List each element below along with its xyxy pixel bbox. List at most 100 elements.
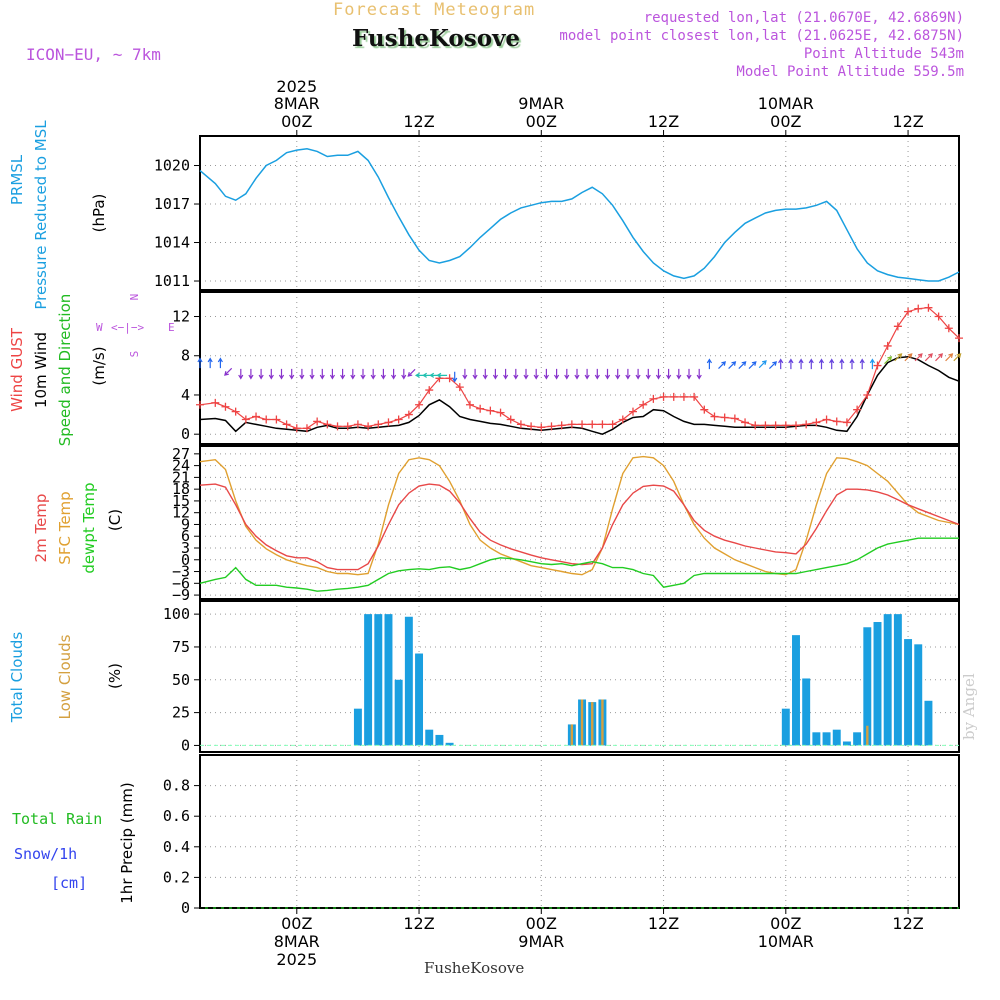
- temp-ytick-label: −6: [172, 574, 190, 592]
- wind-direction-arrow: [666, 368, 672, 380]
- wind-direction-arrow: [594, 368, 600, 380]
- gust-marker: [557, 421, 566, 430]
- wind-direction-arrow: [309, 368, 315, 380]
- wind-direction-arrow: [935, 353, 944, 362]
- precip-ytick-label: 0: [181, 899, 190, 917]
- gust-marker: [196, 400, 204, 409]
- pressure-ytick-label: 1020: [154, 157, 190, 175]
- wind-direction-arrow: [808, 358, 814, 370]
- total-cloud-bar: [415, 653, 424, 746]
- clouds-frame: [199, 600, 960, 753]
- total-cloud-bar: [883, 614, 892, 746]
- wind-direction-arrow: [839, 358, 845, 370]
- wind-label-speed-direction: Speed and Direction: [56, 294, 74, 447]
- total-cloud-bar: [863, 627, 872, 746]
- top-tick-label: 12Z: [648, 112, 679, 131]
- wind-direction-arrow: [788, 358, 794, 370]
- model-point-coords: model point closest lon,lat (21.0625E, 4…: [559, 28, 964, 44]
- wind-direction-arrow: [472, 368, 478, 380]
- clouds-ytick-label: 50: [172, 671, 190, 689]
- wind-direction-arrow: [268, 368, 274, 380]
- gust-marker: [832, 417, 841, 426]
- wind-ytick-label: 4: [181, 386, 190, 404]
- wind-direction-arrow: [390, 368, 397, 380]
- wind-direction-arrow: [543, 368, 550, 380]
- total-cloud-bar: [364, 614, 373, 746]
- wind-direction-arrow: [258, 368, 264, 380]
- gust-marker: [496, 408, 505, 417]
- wind-label-10m: 10m Wind: [32, 332, 50, 408]
- wind-direction-arrow: [604, 368, 611, 380]
- total-cloud-bar: [792, 635, 800, 746]
- temp-ytick-label: 24: [172, 457, 190, 475]
- total-cloud-bar: [353, 708, 362, 746]
- gust-marker: [313, 417, 322, 426]
- total-cloud-bar: [802, 678, 811, 746]
- gust-marker: [659, 392, 668, 401]
- gust-marker: [211, 398, 220, 407]
- wind-direction-arrow: [350, 368, 356, 380]
- pressure-label-prmsl: PRMSL: [8, 154, 26, 205]
- gust-marker: [221, 402, 230, 411]
- gust-marker: [476, 404, 485, 413]
- gust-marker: [537, 423, 546, 432]
- wind-direction-arrow: [574, 368, 580, 380]
- bottom-tick-label: 2025: [276, 950, 317, 969]
- wind-direction-arrow: [953, 353, 962, 362]
- bottom-tick-label: 8MAR: [274, 932, 320, 951]
- gust-marker: [812, 418, 821, 427]
- pressure-ytick-label: 1017: [154, 195, 190, 213]
- low-cloud-bar: [570, 724, 574, 746]
- gust-marker: [567, 420, 576, 429]
- precip-panel: 0 0.2 0.4 0.6 0.8: [163, 754, 960, 917]
- wind-gust-series: [199, 307, 960, 429]
- gust-marker: [374, 420, 383, 429]
- pressure-unit: (hPa): [90, 194, 108, 233]
- wind-panel: 0 4 8 12: [172, 291, 963, 445]
- temp-label-2m: 2m Temp: [32, 494, 50, 563]
- point-altitude: Point Altitude 543m: [803, 46, 964, 62]
- wind-direction-arrow: [884, 356, 893, 365]
- wind-label-gust: Wind GUST: [8, 327, 26, 412]
- gust-marker: [679, 392, 688, 401]
- gust-marker: [690, 392, 699, 401]
- gust-marker: [486, 406, 495, 415]
- gust-marker: [781, 421, 790, 430]
- wind-direction-arrow: [329, 368, 336, 380]
- total-cloud-bar: [893, 614, 902, 746]
- top-tick-label: 00Z: [770, 112, 801, 131]
- wind-direction-arrow: [849, 358, 855, 370]
- wind-direction-arrow: [615, 368, 621, 380]
- model-point-altitude: Model Point Altitude 559.5m: [736, 64, 964, 80]
- gust-marker: [578, 420, 587, 429]
- clouds-unit: (%): [106, 663, 124, 689]
- gust-marker: [262, 415, 271, 424]
- total-cloud-bar: [425, 729, 434, 746]
- temp-ytick-label: 9: [181, 515, 190, 533]
- total-cloud-bar: [812, 732, 821, 746]
- gust-marker: [588, 420, 597, 429]
- wind-direction-arrow: [452, 371, 458, 383]
- gust-marker: [516, 420, 525, 429]
- top-title: Forecast Meteogram: [333, 0, 536, 20]
- gust-marker: [527, 422, 536, 431]
- wind-direction-arrow: [718, 361, 727, 370]
- wind-direction-arrow: [914, 353, 923, 362]
- gust-marker: [924, 303, 933, 312]
- wind-direction-arrow: [299, 368, 305, 380]
- gust-marker: [863, 390, 872, 399]
- wind-direction-arrow: [319, 368, 325, 380]
- wind-direction-arrow: [380, 368, 386, 380]
- gust-marker: [873, 361, 882, 370]
- clouds-ytick-label: 25: [172, 704, 190, 722]
- top-tick-label: 9MAR: [518, 94, 564, 113]
- wind-direction-arrow: [238, 368, 244, 380]
- total-cloud-bar: [781, 708, 790, 746]
- wind-direction-arrow: [924, 353, 933, 362]
- precip-ytick-label: 0.4: [163, 838, 190, 856]
- total-cloud-bar: [832, 729, 841, 746]
- gust-marker: [394, 415, 403, 424]
- temp-ytick-label: −9: [172, 586, 190, 604]
- gust-marker: [700, 405, 709, 414]
